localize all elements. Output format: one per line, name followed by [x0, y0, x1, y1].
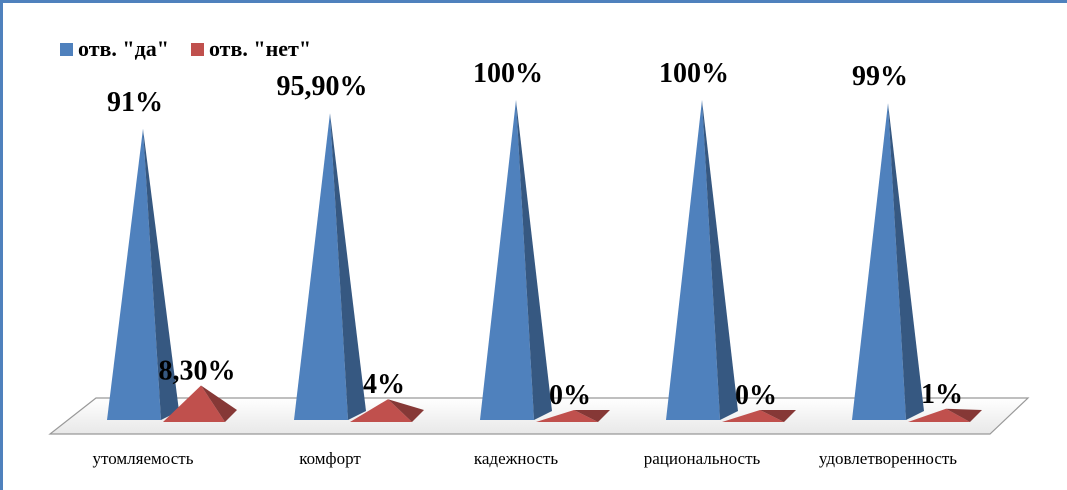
category-label-3: рациональность — [644, 449, 761, 468]
data-label-no-1: 4% — [363, 369, 405, 400]
category-label-0: утомляемость — [93, 449, 194, 468]
data-label-no-2: 0% — [549, 380, 591, 411]
data-label-no-0: 8,30% — [159, 355, 236, 386]
pyramid-no-0 — [163, 385, 237, 422]
legend-label-no: отв. "нет" — [208, 36, 312, 61]
data-label-no-4: 1% — [921, 379, 963, 410]
pyramid-yes-4 — [852, 103, 924, 420]
pyramid-no-2 — [536, 410, 610, 422]
legend-label-yes: отв. "да" — [78, 36, 169, 61]
legend-swatch-no — [190, 42, 204, 56]
legend: отв. "да" отв. "нет" — [60, 34, 311, 64]
legend-item-no: отв. "нет" — [190, 36, 312, 62]
pyramid-yes-0 — [107, 128, 179, 421]
category-label-2: кадежность — [474, 449, 558, 468]
data-label-yes-3: 100% — [659, 58, 729, 89]
legend-swatch-yes — [60, 42, 73, 56]
data-label-yes-1: 95,90% — [277, 71, 368, 102]
chart-marks — [107, 100, 982, 422]
pyramid-yes-3 — [666, 100, 738, 420]
pyramid-no-4 — [908, 408, 982, 422]
category-label-1: комфорт — [299, 449, 361, 468]
pyramid-no-1 — [350, 399, 424, 422]
pyramid-yes-1 — [294, 113, 366, 421]
category-label-4: удовлетворенность — [819, 449, 957, 468]
data-label-no-3: 0% — [735, 380, 777, 411]
pyramid-no-3 — [722, 410, 796, 422]
data-label-yes-2: 100% — [473, 58, 543, 89]
category-labels: 91% 95,90% 100% 100% 99% 8,30% 4% 0% 0% 1% утомляе… — [93, 58, 963, 468]
pyramid-yes-2 — [480, 100, 552, 420]
data-label-yes-4: 99% — [852, 61, 908, 92]
data-label-yes-0: 91% — [107, 87, 163, 118]
legend-item-yes: отв. "да" — [60, 36, 169, 62]
